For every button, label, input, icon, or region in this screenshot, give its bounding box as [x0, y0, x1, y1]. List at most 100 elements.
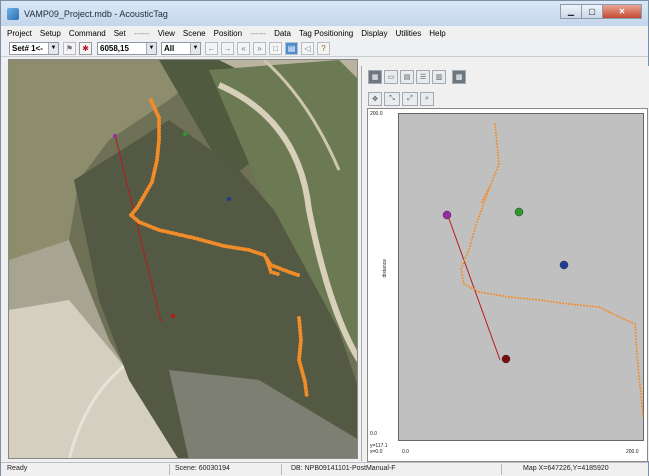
track-point [463, 283, 465, 285]
track-point [207, 240, 211, 244]
lower-bank [169, 370, 357, 458]
track-point [637, 365, 640, 368]
plot-canvas[interactable] [399, 114, 645, 442]
track-point [517, 296, 519, 299]
track-point [641, 408, 644, 411]
track-point [535, 298, 537, 301]
arrow-right-icon[interactable]: → [221, 41, 234, 55]
track-point [495, 140, 498, 143]
track-point [623, 318, 626, 321]
track-point [479, 212, 481, 215]
filter-icon[interactable]: ✱ [79, 41, 92, 55]
track-point [494, 123, 496, 125]
marker-red[interactable] [501, 354, 511, 364]
list-icon[interactable]: ☰ [416, 70, 430, 84]
tag-icon[interactable]: ⚑ [63, 41, 76, 55]
map-icon[interactable]: ▤ [285, 41, 298, 55]
chevron-down-icon[interactable]: ▼ [190, 42, 200, 54]
menu-data[interactable]: Data [274, 28, 291, 38]
erase-icon[interactable]: ◁ [301, 41, 314, 55]
readout-y: y=117.1 [370, 443, 388, 449]
filter-selector[interactable]: All ▼ [161, 41, 201, 55]
track-point [297, 316, 301, 320]
status-db: DB: NPB09141101-PostManual-F [291, 465, 396, 472]
track-point [281, 267, 285, 272]
plot-toolbar-top: ▦ ▭ ▤ ☰ ▥ ▩ [368, 70, 468, 84]
map-canvas[interactable] [9, 60, 358, 459]
menu-help[interactable]: Help [429, 28, 446, 38]
track-point [231, 245, 236, 250]
track-point [219, 243, 223, 248]
double-left-icon[interactable]: « [237, 41, 250, 55]
menu-set[interactable]: Set [113, 28, 126, 38]
marker-blue[interactable] [227, 197, 231, 201]
track-point [484, 199, 486, 201]
marker-green[interactable] [183, 132, 187, 136]
zoom-fit-icon[interactable]: ⤡ [384, 92, 400, 106]
map-view[interactable] [8, 59, 358, 459]
scene-selector[interactable]: 6058,15 ▼ [97, 41, 157, 55]
chevron-down-icon[interactable]: ▼ [48, 42, 58, 54]
track-point [496, 145, 499, 148]
menu-command[interactable]: Command [68, 28, 106, 38]
track-point [494, 171, 497, 174]
marker-purple[interactable] [113, 134, 117, 138]
pan-icon[interactable]: ✥ [368, 92, 382, 106]
marker-red[interactable] [171, 314, 175, 318]
acoustic-tag-track [460, 123, 644, 417]
track-point [562, 302, 564, 305]
track-point [493, 174, 496, 177]
arrow-left-icon[interactable]: ← [205, 41, 218, 55]
marker-green[interactable] [514, 207, 524, 217]
chevron-down-icon[interactable]: ▼ [146, 42, 156, 54]
track-point [610, 312, 613, 315]
track-point [461, 274, 464, 276]
menu-utilities[interactable]: Utilities [395, 28, 422, 38]
track-point [298, 334, 303, 339]
marker-blue[interactable] [559, 260, 569, 270]
track-point [592, 305, 594, 308]
levee-road [217, 82, 357, 362]
track-point [473, 230, 476, 232]
menu-display[interactable]: Display [361, 28, 388, 38]
double-right-icon[interactable]: » [253, 41, 266, 55]
stop-icon[interactable]: □ [269, 41, 282, 55]
track-point [240, 247, 245, 251]
grid-icon[interactable]: ▦ [368, 70, 382, 84]
columns-icon[interactable]: ▥ [432, 70, 446, 84]
track-point [618, 316, 620, 318]
track-point [298, 328, 303, 333]
track-point [155, 155, 160, 160]
menu-setup[interactable]: Setup [39, 28, 61, 38]
table-icon[interactable]: ▤ [400, 70, 414, 84]
menu-tag-positioning[interactable]: Tag Positioning [298, 28, 354, 38]
zoom-extent-icon[interactable]: ⤢ [402, 92, 418, 106]
track-point [495, 134, 498, 137]
plot-area[interactable] [398, 113, 644, 441]
menu-view[interactable]: View [157, 28, 175, 38]
track-point [272, 271, 277, 275]
layer-icon[interactable]: ▩ [452, 70, 466, 84]
track-point [565, 302, 567, 305]
dirt-road [263, 60, 341, 171]
track-point [541, 299, 543, 302]
menu-scene[interactable]: Scene [182, 28, 206, 38]
minimize-button[interactable]: ▁ [560, 4, 582, 19]
track-point [553, 301, 555, 303]
maximize-button[interactable]: ▢ [581, 4, 603, 19]
track-point [297, 325, 302, 330]
track-point [640, 393, 642, 395]
app-icon [7, 7, 19, 20]
track-point [468, 285, 470, 288]
select-icon[interactable]: ▭ [384, 70, 398, 84]
close-button[interactable]: ✕ [602, 4, 642, 19]
menu-position[interactable]: Position [213, 28, 243, 38]
help-icon[interactable]: ? [317, 41, 330, 55]
menu-project[interactable]: Project [7, 28, 32, 38]
magnify-icon[interactable]: ⌕ [420, 92, 434, 106]
right-bank [209, 60, 357, 359]
set-selector[interactable]: Set# 1<- ▼ [9, 41, 59, 55]
track-point [508, 296, 510, 298]
marker-purple[interactable] [442, 210, 452, 220]
track-point [615, 314, 618, 317]
